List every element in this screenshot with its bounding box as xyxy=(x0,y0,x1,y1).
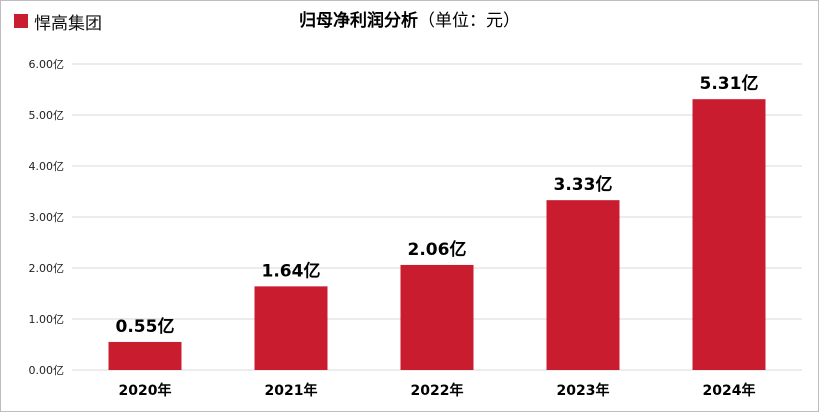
y-tick-label: 6.00亿 xyxy=(29,58,65,71)
y-tick-label: 4.00亿 xyxy=(29,160,65,173)
bar xyxy=(108,341,182,370)
legend: 悍高集团 xyxy=(14,8,102,34)
bar xyxy=(546,200,620,370)
legend-label: 悍高集团 xyxy=(34,13,102,34)
bars xyxy=(108,99,766,370)
bar xyxy=(692,99,766,370)
bar xyxy=(400,264,474,370)
x-tick-label: 2023年 xyxy=(557,382,610,399)
data-label: 1.64亿 xyxy=(262,260,321,281)
x-tick-label: 2022年 xyxy=(411,382,464,399)
y-axis-tick-labels: 0.00亿 1.00亿 2.00亿 3.00亿 4.00亿 5.00亿 6.00亿 xyxy=(29,58,65,377)
y-tick-label: 3.00亿 xyxy=(29,211,65,224)
data-labels: 0.55亿 1.64亿 2.06亿 3.33亿 5.31亿 xyxy=(116,73,759,337)
bar xyxy=(254,286,328,370)
y-tick-label: 0.00亿 xyxy=(29,364,65,377)
x-tick-label: 2020年 xyxy=(119,382,172,399)
chart-title: 归母净利润分析（单位：元） xyxy=(0,6,819,31)
x-tick-label: 2024年 xyxy=(703,382,756,399)
data-label: 2.06亿 xyxy=(408,239,467,260)
x-tick-label: 2021年 xyxy=(265,382,318,399)
y-tick-label: 2.00亿 xyxy=(29,262,65,275)
y-tick-label: 5.00亿 xyxy=(29,109,65,122)
chart-title-unit: （单位：元） xyxy=(418,11,520,31)
data-label: 0.55亿 xyxy=(116,316,175,337)
legend-swatch xyxy=(14,14,28,28)
x-axis-tick-labels: 2020年 2021年 2022年 2023年 2024年 xyxy=(119,382,756,399)
y-tick-label: 1.00亿 xyxy=(29,313,65,326)
data-label: 3.33亿 xyxy=(554,174,613,195)
data-label: 5.31亿 xyxy=(700,73,759,94)
chart-title-main: 归母净利润分析 xyxy=(299,11,418,31)
